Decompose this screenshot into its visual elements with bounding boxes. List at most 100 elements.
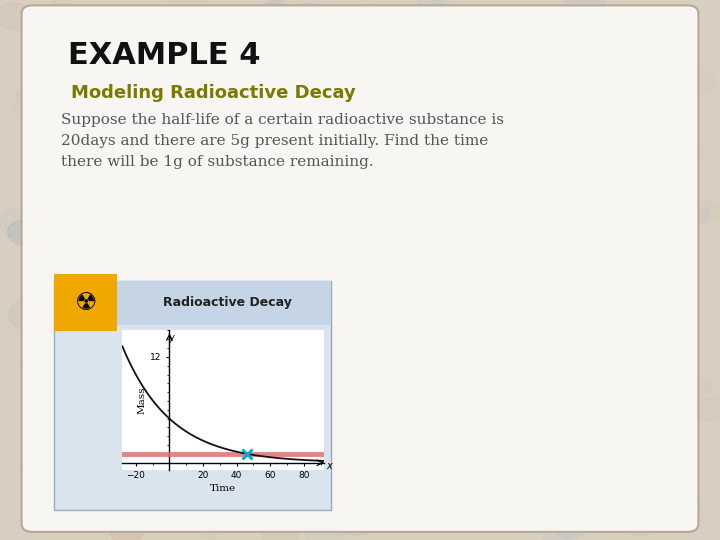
Circle shape bbox=[167, 395, 199, 418]
Circle shape bbox=[354, 29, 375, 44]
Circle shape bbox=[694, 398, 720, 421]
Circle shape bbox=[50, 0, 72, 16]
Circle shape bbox=[7, 220, 41, 245]
Circle shape bbox=[89, 435, 114, 455]
Circle shape bbox=[233, 25, 269, 51]
Circle shape bbox=[292, 122, 325, 147]
Circle shape bbox=[305, 518, 343, 540]
Circle shape bbox=[456, 374, 495, 403]
Circle shape bbox=[435, 0, 451, 11]
Circle shape bbox=[380, 299, 402, 315]
Circle shape bbox=[374, 160, 403, 181]
Circle shape bbox=[232, 474, 270, 503]
Circle shape bbox=[477, 495, 515, 523]
Circle shape bbox=[518, 416, 553, 442]
Circle shape bbox=[267, 73, 287, 88]
Circle shape bbox=[289, 85, 325, 112]
Circle shape bbox=[314, 248, 338, 266]
Circle shape bbox=[456, 320, 487, 343]
Circle shape bbox=[517, 431, 545, 452]
Circle shape bbox=[531, 241, 563, 265]
Circle shape bbox=[580, 103, 595, 115]
Circle shape bbox=[395, 457, 431, 484]
Circle shape bbox=[94, 495, 130, 522]
Circle shape bbox=[438, 153, 456, 166]
Circle shape bbox=[683, 70, 716, 94]
Circle shape bbox=[199, 245, 230, 269]
Circle shape bbox=[369, 416, 408, 445]
Circle shape bbox=[507, 182, 544, 210]
Circle shape bbox=[203, 526, 220, 539]
Circle shape bbox=[454, 407, 485, 431]
Bar bbox=[54, 281, 331, 510]
Circle shape bbox=[261, 520, 299, 540]
Circle shape bbox=[332, 33, 361, 55]
Circle shape bbox=[211, 249, 238, 269]
Circle shape bbox=[265, 70, 303, 98]
Circle shape bbox=[431, 306, 450, 320]
Circle shape bbox=[554, 516, 584, 539]
Circle shape bbox=[207, 251, 246, 280]
Circle shape bbox=[516, 112, 551, 139]
X-axis label: Time: Time bbox=[210, 484, 236, 493]
Circle shape bbox=[94, 428, 130, 455]
Circle shape bbox=[168, 0, 207, 17]
Text: Suppose the half-life of a certain radioactive substance is
20days and there are: Suppose the half-life of a certain radio… bbox=[61, 113, 504, 168]
Circle shape bbox=[14, 97, 43, 119]
Circle shape bbox=[259, 7, 297, 35]
Circle shape bbox=[194, 439, 207, 450]
Circle shape bbox=[212, 211, 243, 234]
Circle shape bbox=[268, 235, 306, 264]
Circle shape bbox=[112, 330, 145, 354]
Circle shape bbox=[624, 107, 654, 130]
Text: x: x bbox=[327, 461, 332, 471]
Bar bbox=[54, 281, 331, 325]
Circle shape bbox=[409, 12, 431, 29]
Circle shape bbox=[64, 288, 91, 308]
Circle shape bbox=[246, 215, 276, 238]
Text: y: y bbox=[168, 333, 174, 343]
Bar bbox=[54, 274, 117, 331]
Circle shape bbox=[248, 181, 275, 201]
Circle shape bbox=[289, 3, 328, 33]
Circle shape bbox=[560, 426, 598, 453]
Circle shape bbox=[225, 76, 240, 87]
Y-axis label: Mass: Mass bbox=[138, 387, 147, 414]
Circle shape bbox=[376, 254, 405, 276]
Circle shape bbox=[679, 500, 702, 517]
Circle shape bbox=[182, 338, 201, 353]
Circle shape bbox=[595, 480, 630, 505]
Circle shape bbox=[162, 213, 198, 240]
Circle shape bbox=[563, 109, 577, 119]
Circle shape bbox=[565, 0, 606, 15]
Circle shape bbox=[168, 171, 203, 197]
Circle shape bbox=[668, 447, 696, 468]
Circle shape bbox=[248, 51, 264, 63]
Circle shape bbox=[408, 8, 437, 30]
Circle shape bbox=[557, 485, 598, 515]
Circle shape bbox=[232, 31, 243, 40]
Circle shape bbox=[228, 298, 247, 313]
Circle shape bbox=[148, 332, 161, 341]
Circle shape bbox=[187, 429, 212, 448]
Circle shape bbox=[438, 346, 456, 359]
Circle shape bbox=[213, 502, 251, 531]
Circle shape bbox=[514, 242, 546, 266]
Circle shape bbox=[372, 319, 384, 329]
Circle shape bbox=[9, 300, 48, 329]
Circle shape bbox=[577, 142, 605, 162]
Circle shape bbox=[307, 52, 329, 69]
Circle shape bbox=[359, 4, 383, 23]
Circle shape bbox=[155, 16, 167, 24]
Circle shape bbox=[636, 81, 675, 110]
Circle shape bbox=[375, 433, 395, 448]
Circle shape bbox=[204, 476, 235, 499]
Circle shape bbox=[233, 186, 264, 209]
Text: Modeling Radioactive Decay: Modeling Radioactive Decay bbox=[71, 84, 355, 102]
Circle shape bbox=[387, 213, 415, 234]
Circle shape bbox=[78, 14, 107, 36]
Circle shape bbox=[112, 339, 150, 367]
Circle shape bbox=[589, 451, 624, 477]
Circle shape bbox=[409, 40, 420, 49]
Circle shape bbox=[109, 518, 143, 540]
